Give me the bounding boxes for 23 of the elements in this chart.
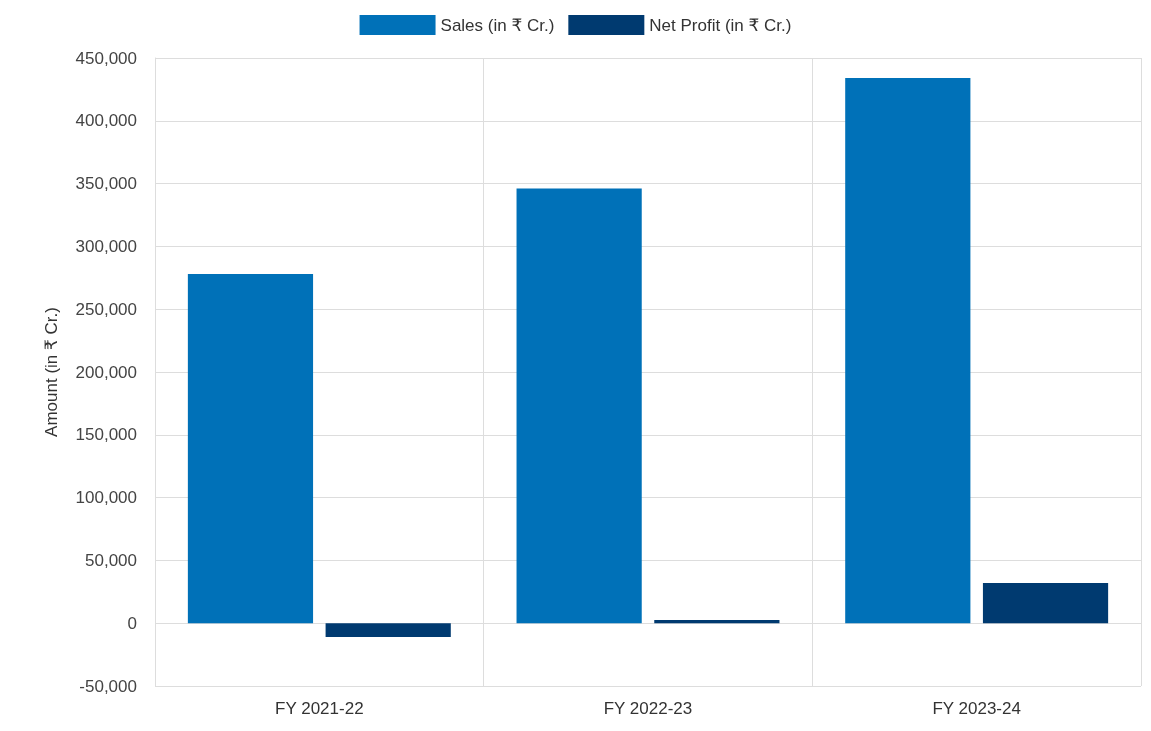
bar [187,274,314,624]
bar [325,623,451,638]
y-tick-label: 50,000 [85,550,137,570]
bar [654,620,780,624]
y-tick-label: 150,000 [75,425,137,445]
legend-label: Sales (in ₹ Cr.) [440,15,555,35]
x-tick-label: FY 2022-23 [603,699,693,718]
x-tick-label: FY 2021-22 [275,699,364,718]
y-tick-label: -50,000 [79,676,137,696]
y-axis-title: Amount (in ₹ Cr.) [42,307,61,437]
x-tick-label: FY 2023-24 [932,699,1021,718]
bar [982,583,1109,624]
y-tick-label: 300,000 [75,236,137,256]
y-tick-label: 200,000 [75,362,137,382]
bar [516,188,642,624]
bar [845,78,971,624]
y-tick-label: 0 [127,613,137,633]
y-tick-label: 100,000 [75,488,137,508]
y-tick-label: 350,000 [75,174,137,194]
y-tick-label: 250,000 [75,299,137,319]
legend-label: Net Profit (in ₹ Cr.) [649,15,792,35]
y-tick-label: 450,000 [75,48,137,68]
y-tick-label: 400,000 [75,111,137,131]
